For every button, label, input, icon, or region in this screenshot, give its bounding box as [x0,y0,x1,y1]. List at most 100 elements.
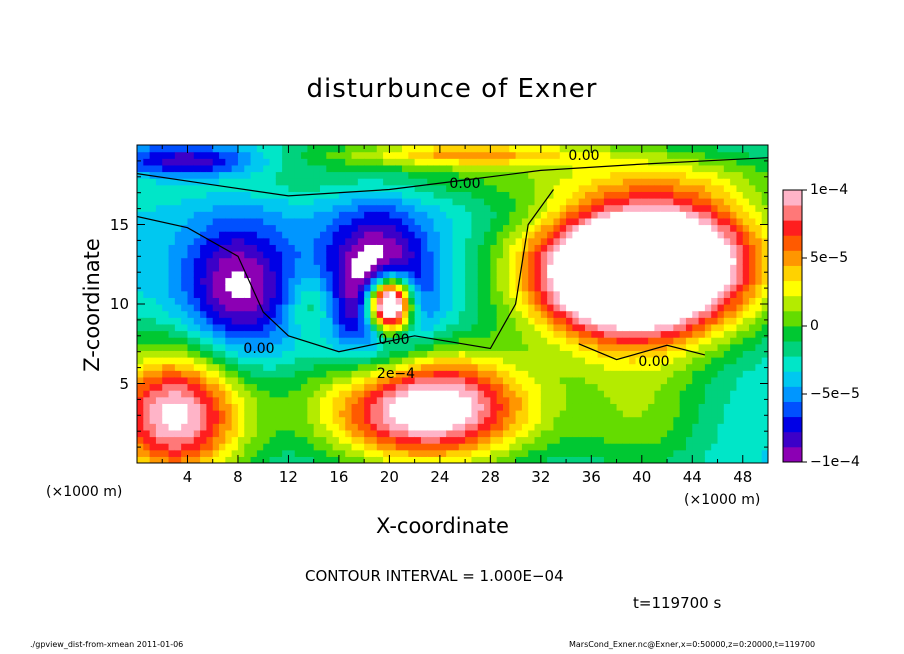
heatmap-cell [288,403,296,411]
heatmap-cell [275,376,283,385]
heatmap-cell [749,436,756,444]
heatmap-cell [648,244,656,252]
heatmap-cell [742,277,750,285]
heatmap-cell [370,403,378,411]
heatmap-cell [660,337,668,345]
heatmap-cell [502,343,510,351]
heatmap-cell [755,284,763,292]
heatmap-cell [351,198,359,206]
heatmap-cell [679,383,687,391]
heatmap-cell [603,145,611,153]
heatmap-cell [648,436,656,444]
heatmap-cell [433,343,441,351]
heatmap-cell [231,264,239,272]
heatmap-cell [553,145,561,153]
heatmap-cell [168,310,176,318]
heatmap-cell [723,436,731,444]
heatmap-cell [275,164,283,173]
heatmap-cell [408,304,416,312]
heatmap-cell [610,297,618,305]
heatmap-cell [679,224,687,232]
heatmap-cell [395,449,403,457]
heatmap-cell [648,164,656,173]
heatmap-cell [685,337,693,345]
heatmap-cell [502,396,510,404]
heatmap-cell [572,231,580,239]
heatmap-cell [591,383,599,391]
heatmap-cell [572,184,580,192]
heatmap-cell [200,151,208,159]
heatmap-cell [667,436,674,444]
heatmap-cell [471,423,479,431]
heatmap-cell [326,429,334,438]
heatmap-cell [629,224,637,232]
heatmap-cell [502,310,510,318]
heatmap-cell [610,264,618,272]
heatmap-cell [692,330,700,338]
heatmap-cell [673,224,681,232]
heatmap-cell [471,350,479,358]
heatmap-cell [294,403,302,411]
heatmap-cell [547,290,555,298]
heatmap-cell [376,456,384,463]
heatmap-cell [597,231,605,239]
heatmap-cell [515,323,523,332]
heatmap-cell [326,456,334,463]
heatmap-cell [730,231,738,239]
heatmap-cell [282,317,290,325]
heatmap-cell [332,396,340,404]
heatmap-cell [723,237,731,245]
heatmap-cell [395,357,403,365]
heatmap-cell [402,443,409,451]
heatmap-cell [244,363,252,371]
heatmap-cell [282,198,290,206]
heatmap-cell [282,357,290,365]
heatmap-cell [200,403,208,411]
heatmap-cell [383,224,390,232]
heatmap-cell [553,390,561,398]
heatmap-cell [597,217,605,226]
heatmap-cell [319,217,327,226]
heatmap-cell [269,244,277,252]
heatmap-cell [585,164,592,173]
heatmap-cell [616,383,624,391]
heatmap-cell [603,277,611,285]
heatmap-cell [635,456,643,463]
heatmap-cell [389,244,397,252]
heatmap-cell [685,184,693,192]
heatmap-cell [534,403,542,411]
heatmap-cell [496,317,504,325]
heatmap-cell [256,416,264,424]
heatmap-cell [685,191,693,199]
heatmap-cell [414,237,422,245]
heatmap-cell [168,158,176,166]
heatmap-cell [692,290,700,298]
heatmap-cell [654,297,662,305]
heatmap-cell [692,237,700,245]
heatmap-cell [704,343,712,351]
heatmap-cell [351,244,359,252]
heatmap-cell [332,277,340,285]
heatmap-cell [439,323,447,332]
heatmap-cell [591,297,599,305]
heatmap-cell [521,158,529,166]
heatmap-cell [515,376,523,385]
heatmap-cell [408,317,416,325]
heatmap-cell [389,198,397,206]
heatmap-cell [370,164,378,173]
heatmap-cell [528,237,536,245]
heatmap-cell [307,317,315,325]
heatmap-cell [326,350,334,358]
axis-ticks [137,144,769,463]
heatmap-cell [717,317,725,325]
heatmap-cell [420,396,428,404]
heatmap-cell [364,217,372,226]
heatmap-cell [319,224,327,232]
heatmap-cell [452,376,460,385]
heatmap-cell [540,370,548,378]
heatmap-cell [174,416,182,424]
heatmap-cell [660,403,668,411]
heatmap-cell [149,204,157,212]
heatmap-cell [547,270,555,279]
heatmap-cell [648,416,656,424]
